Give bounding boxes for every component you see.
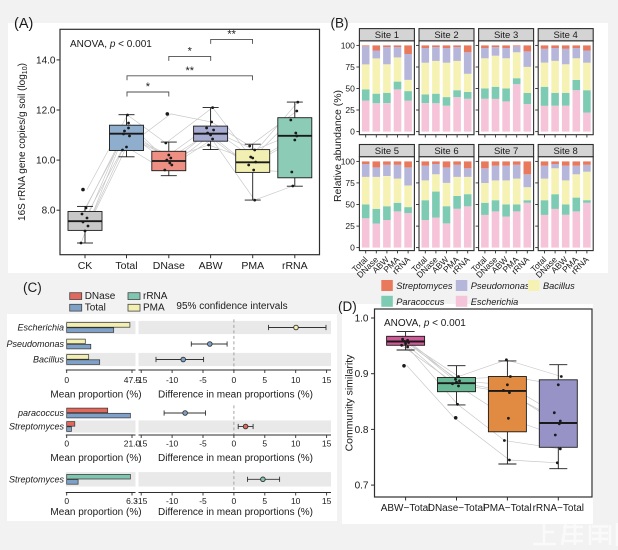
svg-text:Site 5: Site 5 (375, 146, 399, 157)
svg-text:Site 2: Site 2 (434, 30, 458, 41)
svg-text:75: 75 (345, 62, 355, 72)
svg-text:Streptomyces: Streptomyces (396, 281, 453, 291)
svg-text:Community similarity: Community similarity (344, 354, 356, 452)
svg-text:-5: -5 (199, 439, 207, 449)
svg-text:ANOVA, p < 0.001: ANOVA, p < 0.001 (384, 318, 466, 329)
svg-text:DNase: DNase (153, 260, 185, 272)
svg-text:0: 0 (350, 127, 355, 137)
svg-text:0: 0 (232, 375, 237, 385)
svg-text:75: 75 (345, 178, 355, 188)
svg-text:15: 15 (322, 439, 332, 449)
svg-text:Paracoccus: Paracoccus (396, 297, 444, 307)
svg-text:16S rRNA gene copies/g soil (l: 16S rRNA gene copies/g soil (log10) (17, 63, 29, 221)
svg-text:(A): (A) (14, 16, 33, 32)
svg-text:-15: -15 (135, 375, 148, 385)
svg-text:Difference in mean proportions: Difference in mean proportions (%) (158, 507, 313, 518)
svg-text:-10: -10 (166, 496, 179, 506)
svg-text:Site 8: Site 8 (554, 146, 578, 157)
svg-text:1.0: 1.0 (355, 313, 369, 324)
svg-text:(B): (B) (331, 16, 349, 31)
svg-text:0: 0 (232, 496, 237, 506)
svg-text:0.7: 0.7 (355, 481, 369, 492)
svg-text:50: 50 (345, 200, 355, 210)
svg-text:95% confidence intervals: 95% confidence intervals (176, 301, 287, 312)
svg-text:25: 25 (345, 105, 355, 115)
svg-text:Difference in mean proportions: Difference in mean proportions (%) (158, 453, 313, 464)
svg-text:Streptomyces: Streptomyces (9, 422, 65, 432)
svg-text:Difference in mean proportions: Difference in mean proportions (%) (158, 390, 313, 401)
svg-text:Mean proportion (%): Mean proportion (%) (50, 453, 141, 464)
svg-text:10: 10 (291, 375, 301, 385)
svg-text:100: 100 (341, 40, 355, 50)
svg-text:0: 0 (64, 375, 69, 385)
svg-text:PMA: PMA (241, 260, 264, 272)
svg-text:10: 10 (291, 439, 301, 449)
svg-text:DNase: DNase (85, 291, 116, 302)
svg-text:Site 6: Site 6 (434, 146, 458, 157)
svg-text:Site 7: Site 7 (494, 146, 518, 157)
svg-text:Mean proportion (%): Mean proportion (%) (50, 390, 141, 401)
svg-text:PMA: PMA (143, 303, 165, 314)
svg-text:Escherichia: Escherichia (17, 323, 64, 333)
svg-text:**: ** (227, 28, 236, 40)
svg-text:6.3: 6.3 (126, 496, 138, 506)
svg-text:*: * (188, 45, 193, 57)
svg-text:ABW: ABW (199, 260, 223, 272)
svg-text:0: 0 (64, 496, 69, 506)
svg-text:(C): (C) (23, 280, 42, 295)
svg-text:Escherichia: Escherichia (471, 297, 519, 307)
svg-text:15: 15 (322, 375, 332, 385)
svg-text:Site 3: Site 3 (494, 30, 518, 41)
svg-text:Mean proportion (%): Mean proportion (%) (50, 507, 141, 518)
svg-text:Pseudomonas: Pseudomonas (471, 281, 530, 291)
svg-text:-10: -10 (166, 375, 179, 385)
svg-text:rRNA: rRNA (282, 260, 308, 272)
svg-text:10.0: 10.0 (36, 156, 56, 167)
svg-text:-5: -5 (199, 496, 207, 506)
svg-text:12.0: 12.0 (36, 105, 56, 116)
svg-text:Pseudomonas: Pseudomonas (6, 339, 64, 349)
svg-text:-15: -15 (135, 439, 148, 449)
svg-text:-10: -10 (166, 439, 179, 449)
svg-text:25: 25 (345, 221, 355, 231)
svg-text:Total: Total (115, 260, 137, 272)
svg-text:0: 0 (232, 439, 237, 449)
svg-text:5: 5 (262, 496, 267, 506)
svg-text:rRNA: rRNA (143, 291, 168, 302)
svg-text:Site 1: Site 1 (375, 30, 399, 41)
svg-text:PMA−Total: PMA−Total (483, 503, 532, 514)
svg-text:ABW−Total: ABW−Total (381, 503, 431, 514)
svg-text:rRNA−Total: rRNA−Total (533, 503, 584, 514)
svg-text:10: 10 (291, 496, 301, 506)
svg-text:Site 4: Site 4 (554, 30, 578, 41)
svg-text:8.0: 8.0 (42, 206, 56, 217)
svg-text:0: 0 (64, 439, 69, 449)
svg-text:15: 15 (322, 496, 332, 506)
svg-text:Bacillus: Bacillus (33, 355, 65, 365)
svg-text:0.9: 0.9 (355, 369, 369, 380)
svg-text:100: 100 (341, 156, 355, 166)
svg-text:(D): (D) (338, 299, 357, 314)
svg-text:Relative abundance (%): Relative abundance (%) (332, 90, 344, 202)
svg-text:-5: -5 (199, 375, 207, 385)
svg-text:DNase−Total: DNase−Total (428, 503, 486, 514)
svg-text:paracoccus: paracoccus (17, 408, 65, 418)
svg-text:47.5: 47.5 (124, 375, 141, 385)
svg-text:50: 50 (345, 84, 355, 94)
svg-text:0.8: 0.8 (355, 425, 369, 436)
svg-text:ANOVA, p < 0.001: ANOVA, p < 0.001 (70, 39, 152, 50)
svg-text:-15: -15 (135, 496, 148, 506)
svg-text:Bacillus: Bacillus (543, 281, 575, 291)
svg-text:14.0: 14.0 (36, 55, 56, 66)
svg-text:Total: Total (85, 303, 106, 314)
svg-text:Streptomyces: Streptomyces (9, 474, 65, 484)
svg-text:*: * (146, 81, 151, 93)
svg-text:**: ** (186, 65, 195, 77)
svg-text:21.0: 21.0 (124, 439, 141, 449)
svg-text:5: 5 (262, 375, 267, 385)
svg-text:5: 5 (262, 439, 267, 449)
svg-text:0: 0 (350, 243, 355, 253)
svg-text:CK: CK (78, 260, 93, 272)
